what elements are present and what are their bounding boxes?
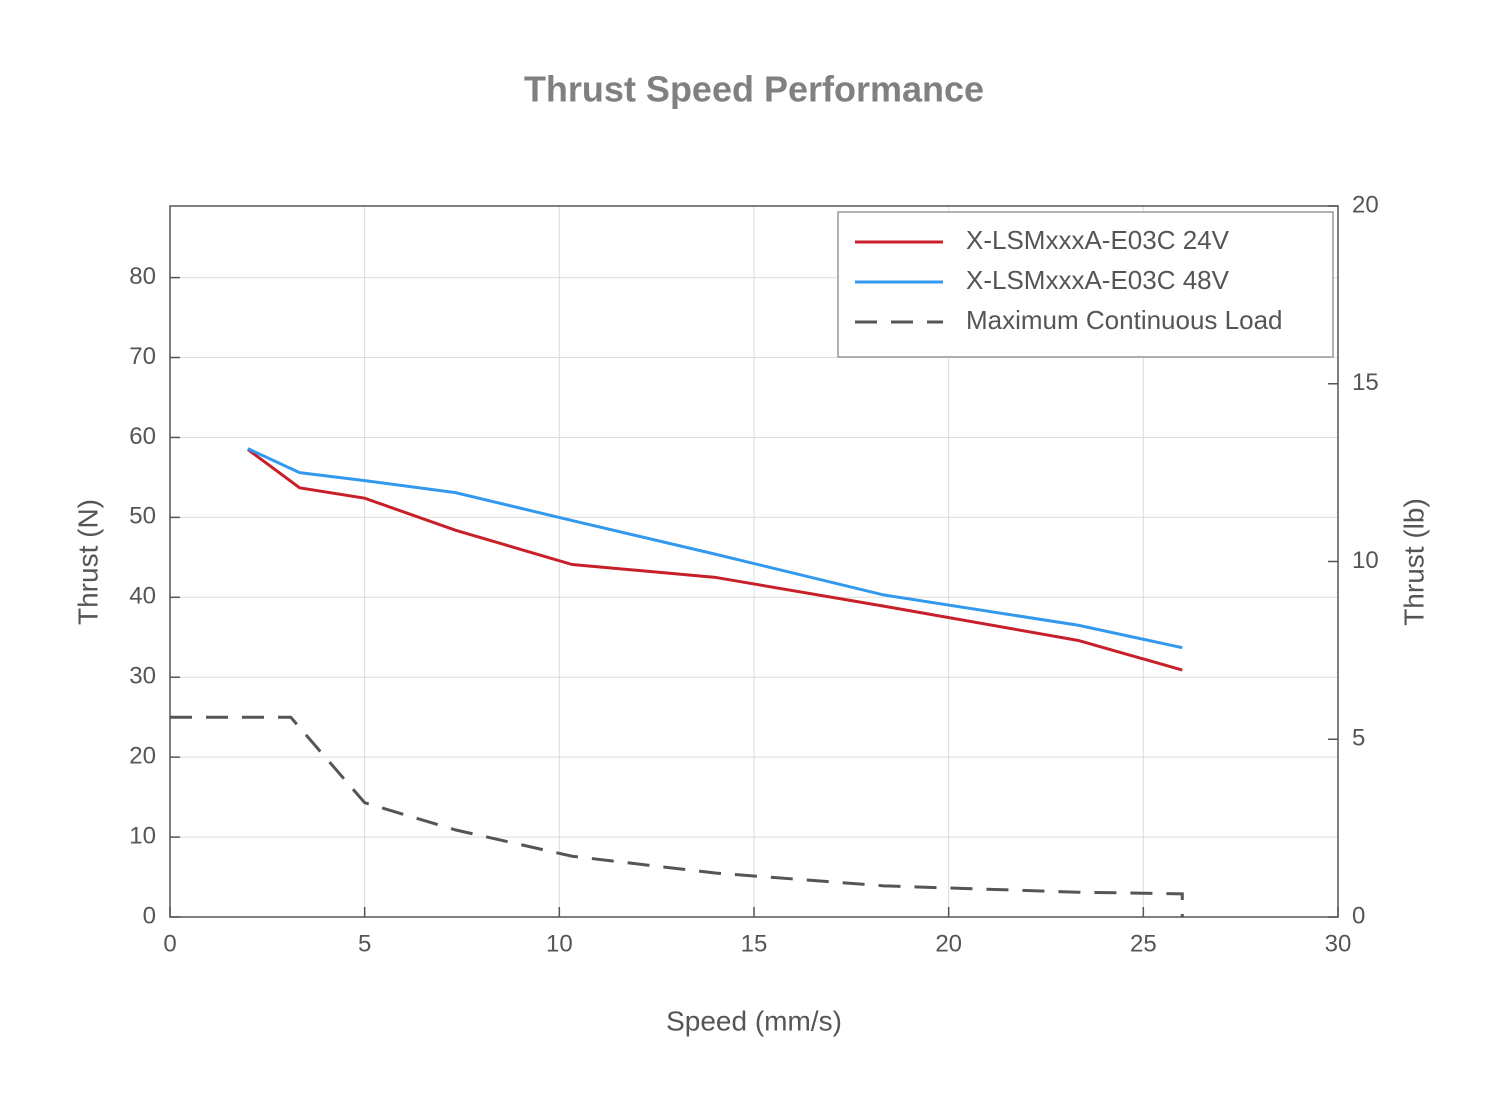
x-tick-label: 25 (1130, 930, 1157, 957)
x-tick-label: 10 (546, 930, 573, 957)
y-tick-label: 20 (129, 742, 156, 769)
y2-axis-label: Thrust (lb) (1398, 498, 1429, 626)
x-tick-label: 15 (741, 930, 768, 957)
x-tick-label: 20 (935, 930, 962, 957)
y-tick-label: 10 (129, 822, 156, 849)
y2-tick-label: 15 (1352, 369, 1379, 396)
y-tick-label: 60 (129, 423, 156, 450)
y2-tick-label: 5 (1352, 725, 1365, 752)
legend-label: Maximum Continuous Load (966, 305, 1283, 335)
y-tick-label: 50 (129, 503, 156, 530)
y-axis-label: Thrust (N) (72, 499, 103, 625)
plot-frame (169, 205, 1339, 918)
legend-box (837, 211, 1334, 358)
y-tick-label: 70 (129, 343, 156, 370)
x-tick-label: 5 (358, 930, 371, 957)
y2-tick-label: 20 (1352, 191, 1379, 218)
x-tick-label: 0 (163, 930, 176, 957)
y2-tick-label: 10 (1352, 547, 1379, 574)
y-tick-label: 40 (129, 583, 156, 610)
line-series (247, 447, 1183, 650)
x-axis-label: Speed (mm/s) (666, 1005, 842, 1036)
x-tick-label: 30 (1325, 930, 1352, 957)
legend-label: X-LSMxxxA-E03C 24V (966, 225, 1230, 255)
legend-label: X-LSMxxxA-E03C 48V (966, 265, 1230, 295)
chart-title: Thrust Speed Performance (524, 69, 984, 110)
y-tick-label: 0 (143, 902, 156, 929)
line-series (246, 448, 1183, 672)
line-series (170, 715, 1184, 917)
y-tick-label: 30 (129, 663, 156, 690)
y2-tick-label: 0 (1352, 902, 1365, 929)
y-tick-label: 80 (129, 263, 156, 290)
